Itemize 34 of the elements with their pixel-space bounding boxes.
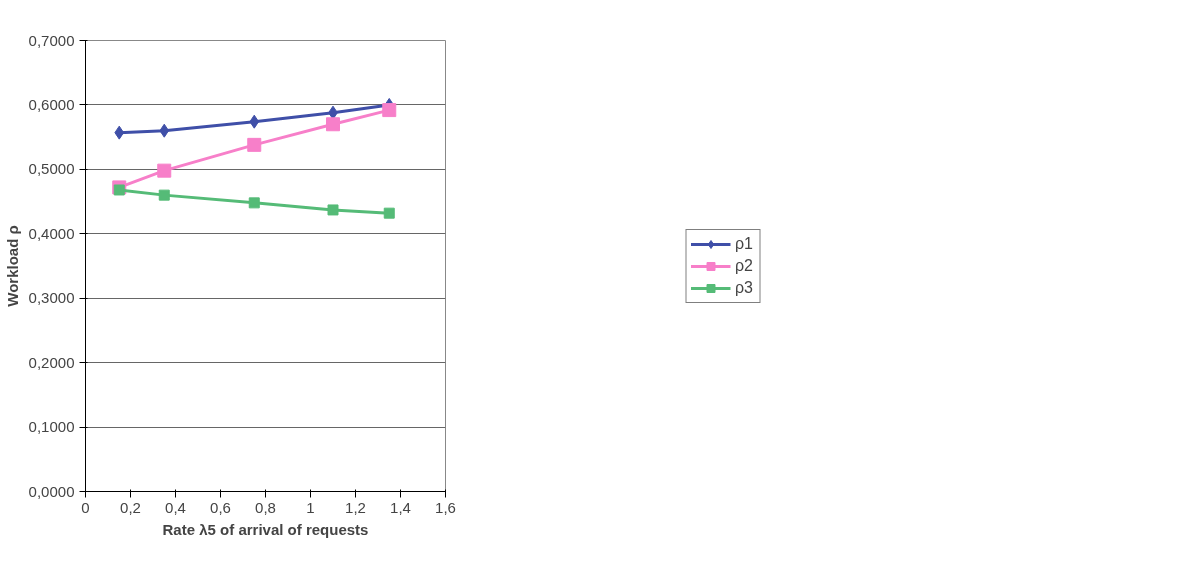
point [326,117,340,132]
x-tick-label: 0,2 [120,498,141,516]
point [113,184,125,196]
x-axis-title: Rate λ5 of arrival of requests [162,520,369,538]
y-tick-label: 0,2000 [28,353,75,371]
point [157,163,172,178]
point [327,204,339,216]
point [114,125,125,140]
x-tick-label: 0 [81,498,90,516]
x-tick-label: 1,4 [390,498,411,516]
y-tick-label: 0,6000 [28,95,75,113]
y-tick-label: 0,1000 [28,418,75,436]
y-tick-label: 0,0000 [28,482,75,500]
y-tick-label: 0,4000 [28,224,75,242]
point [383,207,395,219]
legend-label: ρ1 [735,234,754,253]
point [159,123,170,138]
point [249,114,260,129]
y-tick-label: 0,5000 [28,160,75,178]
point [248,197,260,209]
y-axis-title: Workload ρ [3,225,21,307]
x-tick-label: 0,8 [255,498,276,516]
point [382,103,397,118]
y-tick-label: 0,3000 [28,289,75,307]
x-tick-label: 1,2 [345,498,366,516]
x-tick-label: 0,4 [165,498,186,516]
y-tick-label: 0,7000 [28,31,75,49]
legend-label: ρ2 [735,256,754,275]
x-tick-label: 1,6 [435,498,456,516]
x-tick-label: 0,6 [210,498,231,516]
point [158,189,170,201]
point [247,137,262,152]
x-tick-label: 1 [306,498,315,516]
legend-label: ρ3 [735,278,754,297]
